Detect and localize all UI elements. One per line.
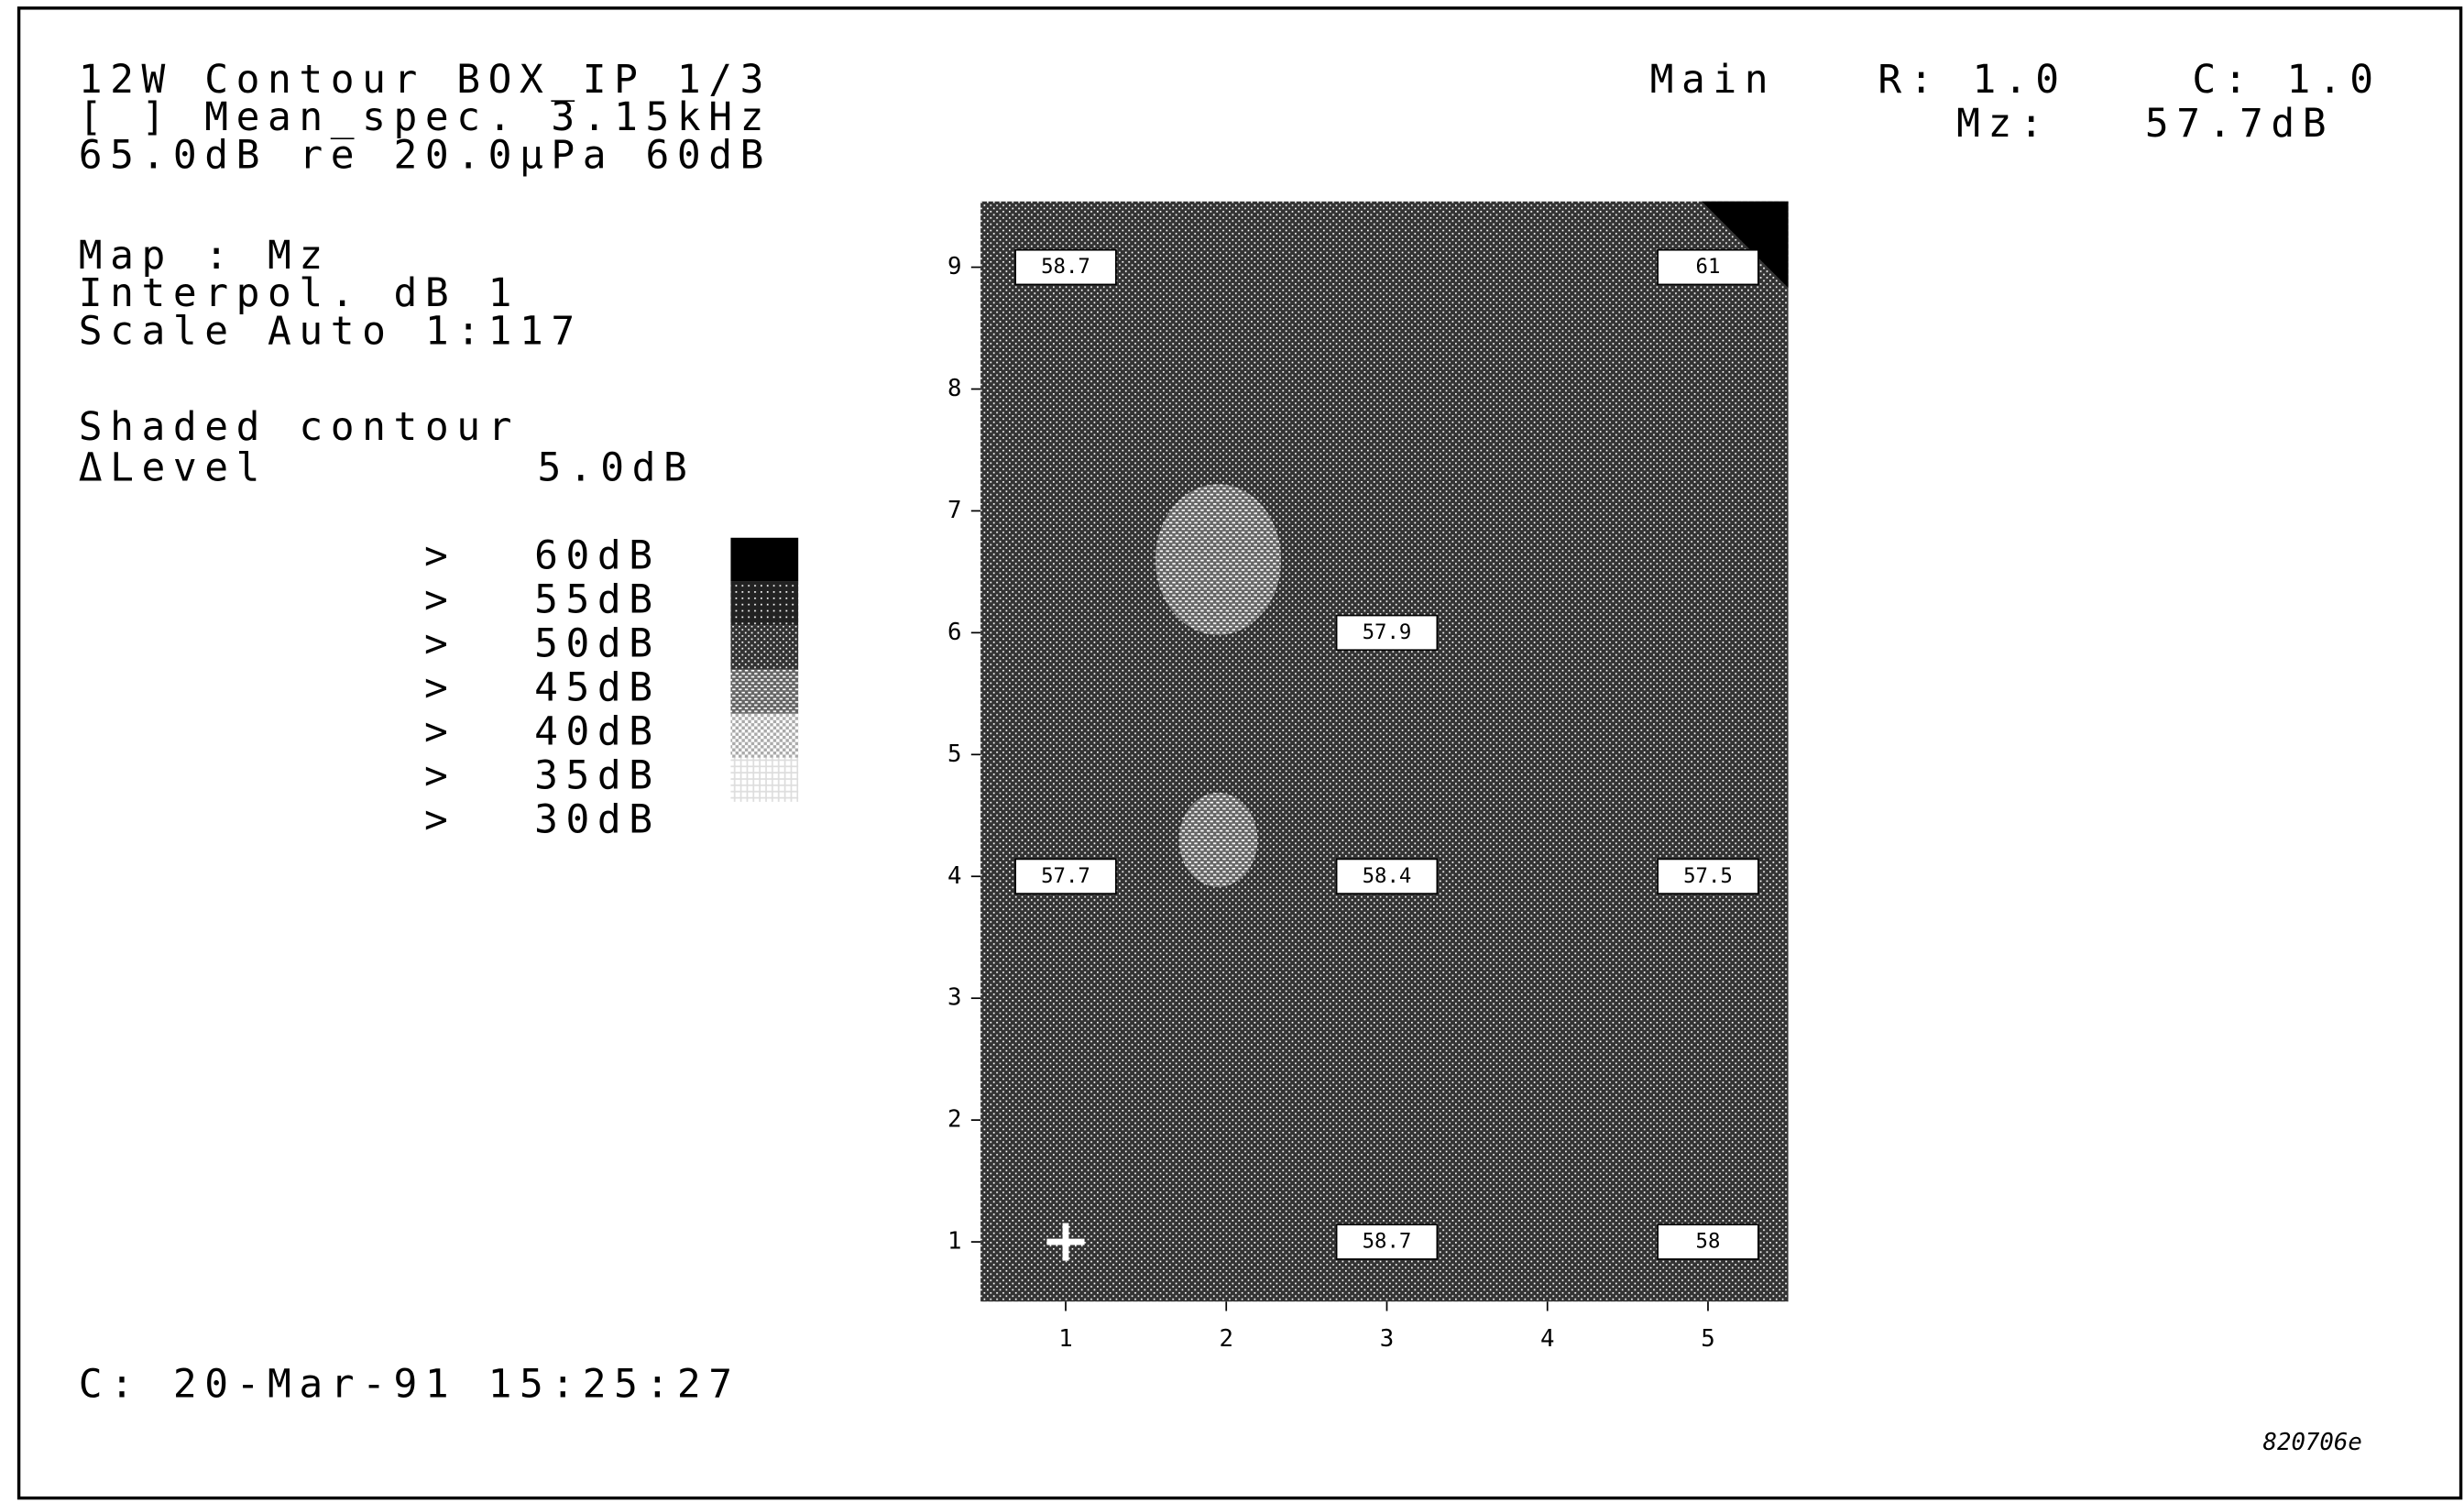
legend-swatch <box>730 581 799 626</box>
legend-marker: > <box>424 753 455 799</box>
legend-label: 50dB <box>534 621 661 667</box>
point-label-box <box>1657 1223 1759 1260</box>
legend-label: 40dB <box>534 709 661 755</box>
x-tick-label: 5 <box>1701 1325 1714 1353</box>
point-label-box <box>1335 1223 1439 1260</box>
y-tick-label: 2 <box>947 1106 961 1134</box>
quantity: Mz: <box>1956 101 2051 147</box>
point-label: 57.9 <box>1363 620 1412 644</box>
point-label: 61 <box>1696 255 1721 279</box>
legend-marker: > <box>424 621 455 667</box>
reading: 57.7dB <box>2145 101 2334 147</box>
legend-label: 55dB <box>534 577 661 623</box>
point-label: 58 <box>1696 1230 1721 1254</box>
legend-swatch <box>730 669 799 714</box>
x-tick-label: 2 <box>1219 1325 1232 1353</box>
header-line: 65.0dB re 20.0µPa 60dB <box>79 132 772 178</box>
point-label-box <box>1014 248 1117 286</box>
level-label: ΔLevel <box>79 445 268 491</box>
y-tick-label: 6 <box>947 619 961 646</box>
y-tick-label: 3 <box>947 984 961 1012</box>
legend-label: 35dB <box>534 753 661 799</box>
shading-mode: Shaded contour <box>79 404 520 450</box>
point-label: 58.4 <box>1363 864 1412 888</box>
legend-swatch <box>730 713 799 758</box>
settings-line: Scale Auto 1:117 <box>79 308 583 354</box>
x-tick-label: 3 <box>1380 1325 1394 1353</box>
legend-label: 30dB <box>534 797 661 843</box>
contour-map <box>980 201 1789 1302</box>
y-tick-label: 9 <box>947 253 961 280</box>
legend-marker: > <box>424 797 455 843</box>
contour-region <box>1155 484 1282 635</box>
header-line: 12W Contour BOX_IP 1/3 <box>79 57 772 103</box>
legend-marker: > <box>424 577 455 623</box>
legend-swatch <box>730 625 799 670</box>
y-tick-label: 8 <box>947 375 961 402</box>
legend-marker: > <box>424 665 455 711</box>
legend-marker: > <box>424 533 455 579</box>
y-tick-label: 4 <box>947 862 961 890</box>
contour-region <box>1178 792 1258 887</box>
cursor <box>1046 1223 1085 1261</box>
point-label: 57.5 <box>1683 864 1733 888</box>
point-label-box <box>1657 858 1759 894</box>
point-label-box <box>1657 248 1759 286</box>
point-label: 58.7 <box>1041 255 1090 279</box>
screen-frame <box>16 6 2463 1500</box>
legend-label: 45dB <box>534 665 661 711</box>
legend-swatch <box>730 537 799 582</box>
x-tick-label: 1 <box>1058 1325 1072 1353</box>
timestamp: C: 20-Mar-91 15:25:27 <box>79 1361 740 1407</box>
point-label-box <box>1335 614 1439 652</box>
y-tick-label: 1 <box>947 1228 961 1256</box>
header-line: [ ] Mean_spec. 3.15kHz <box>79 94 772 140</box>
legend-label: 60dB <box>534 533 661 579</box>
y-tick-label: 5 <box>947 741 961 768</box>
settings-line: Interpol. dB 1 <box>79 270 520 316</box>
figure-id: 820706e <box>2262 1429 2361 1456</box>
y-tick-label: 7 <box>947 497 961 524</box>
x-tick-label: 4 <box>1540 1325 1554 1353</box>
legend-marker: > <box>424 709 455 755</box>
level-value: 5.0dB <box>538 445 695 491</box>
settings-line: Map : Mz <box>79 233 331 279</box>
row: R: 1.0 <box>1878 57 2066 103</box>
contour-region <box>1702 201 1789 289</box>
point-label-box <box>1335 858 1439 894</box>
point-label: 57.7 <box>1041 864 1090 888</box>
legend-swatch <box>730 757 799 802</box>
view: Main <box>1650 57 1777 103</box>
point-label: 58.7 <box>1363 1230 1412 1254</box>
col: C: 1.0 <box>2192 57 2381 103</box>
point-label-box <box>1014 858 1117 894</box>
